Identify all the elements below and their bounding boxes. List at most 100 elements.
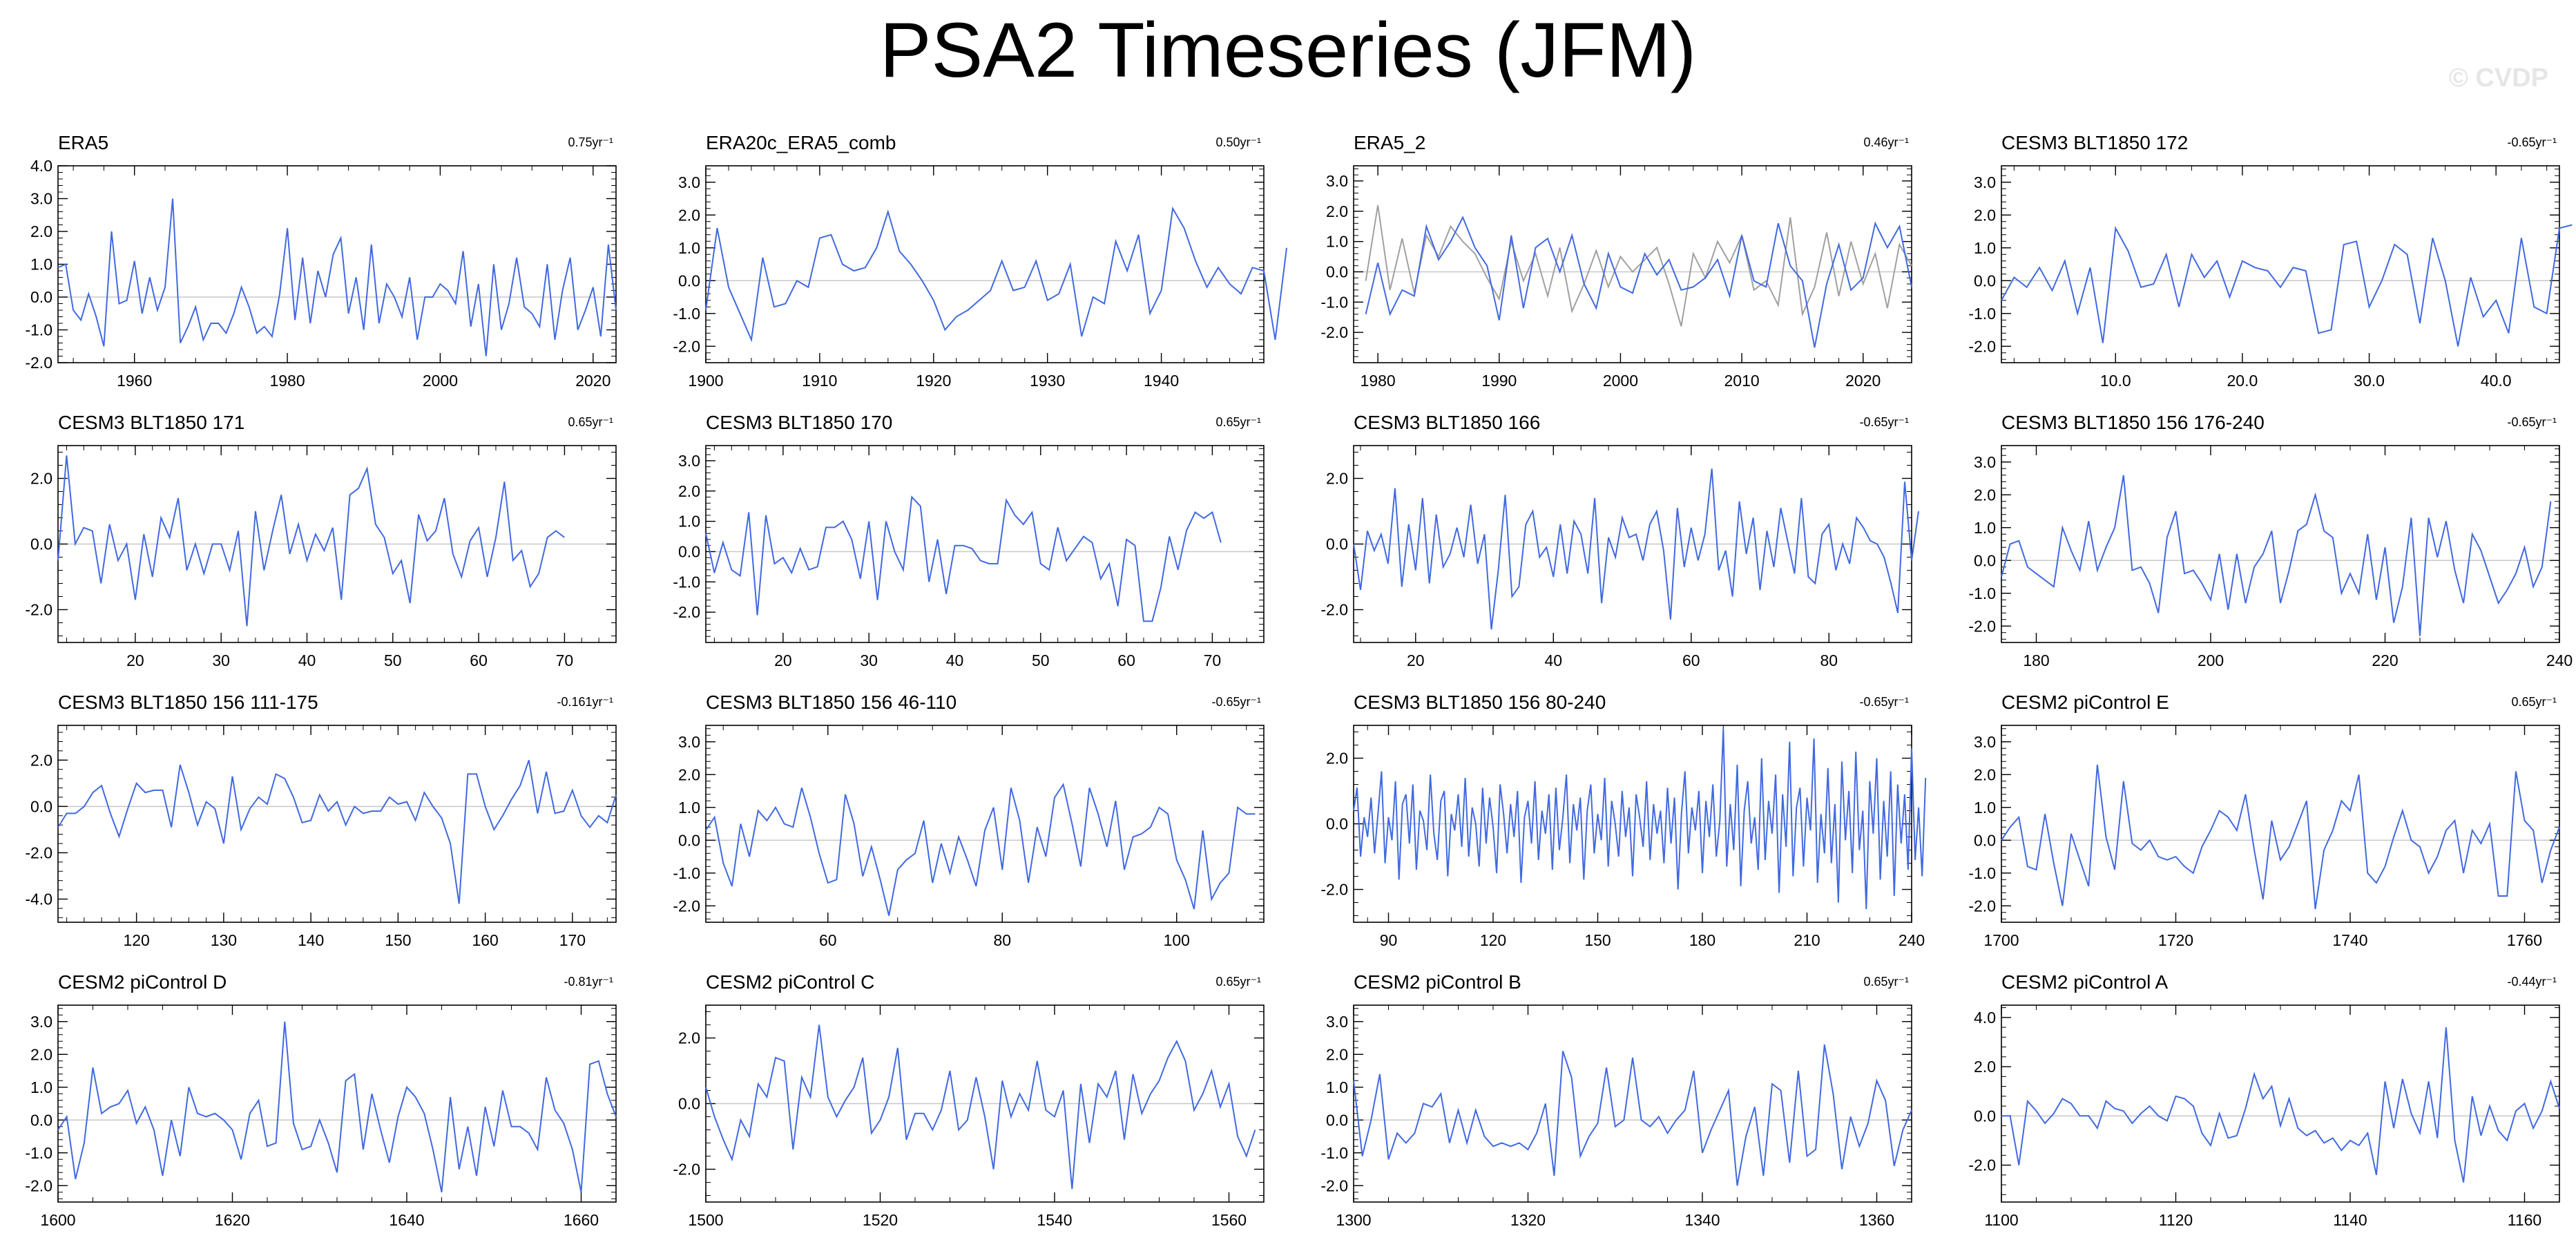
x-tick-label: 2010 (1724, 372, 1760, 390)
trend-label: -0.44yr⁻¹ (2507, 975, 2557, 989)
y-tick-label: 4.0 (30, 157, 52, 175)
trend-label: 0.46yr⁻¹ (1863, 135, 1909, 149)
x-tick-label: 1990 (1481, 372, 1517, 390)
x-tick-label: 1300 (1336, 1211, 1371, 1229)
y-tick-label: 3.0 (678, 733, 700, 751)
y-tick-label: 2.0 (1974, 765, 1996, 783)
x-tick-label: 100 (1164, 931, 1190, 949)
x-tick-label: 1980 (1361, 372, 1396, 390)
x-tick-label: 1910 (802, 372, 837, 390)
reference-series-line (1365, 204, 1912, 327)
chart-panel: CESM3 BLT1850 170 0.65yr⁻¹ -2.0 -1.0 0.0 1.0 2… (673, 412, 1265, 669)
plot-frame (57, 725, 617, 923)
x-tick-label: 80 (993, 931, 1011, 949)
plot-frame (57, 165, 617, 363)
series-line (57, 759, 617, 904)
y-tick-label: -2.0 (1320, 601, 1348, 619)
trend-label: 0.65yr⁻¹ (1215, 415, 1261, 429)
x-tick-label: 40 (946, 651, 964, 669)
y-tick-label: 1.0 (1326, 233, 1348, 251)
chart-panel: CESM3 BLT1850 171 0.65yr⁻¹ -2.0 0.0 2.0 20 30 4… (25, 412, 617, 669)
y-tick-label: 2.0 (30, 470, 52, 488)
x-tick-label: 120 (1480, 931, 1506, 949)
trend-label: 0.75yr⁻¹ (568, 135, 613, 149)
y-tick-label: 1.0 (1326, 1078, 1348, 1096)
x-tick-label: 70 (556, 651, 574, 669)
series-line (1353, 1044, 1912, 1186)
x-tick-label: 1540 (1037, 1211, 1072, 1229)
x-tick-label: 1100 (1984, 1211, 2018, 1229)
x-tick-label: 1560 (1211, 1211, 1247, 1229)
x-tick-label: 2000 (423, 372, 458, 390)
x-tick-label: 220 (2372, 651, 2398, 669)
y-tick-label: -2.0 (1320, 881, 1348, 899)
x-tick-label: 1340 (1684, 1211, 1720, 1229)
y-tick-label: -4.0 (25, 890, 52, 908)
x-tick-label: 1320 (1510, 1211, 1546, 1229)
y-tick-label: 3.0 (1974, 173, 1996, 191)
x-tick-label: 1900 (688, 372, 723, 390)
y-tick-label: 0.0 (678, 271, 700, 289)
x-tick-label: 130 (211, 931, 237, 949)
x-tick-label: 210 (1794, 931, 1820, 949)
y-tick-label: -2.0 (25, 1176, 52, 1194)
trend-label: -0.65yr⁻¹ (2507, 135, 2557, 149)
y-tick-label: -2.0 (673, 1161, 700, 1179)
x-tick-label: 180 (2023, 651, 2049, 669)
chart-panel: CESM3 BLT1850 156 80-240 -0.65yr⁻¹ -2.0 0.0… (1320, 692, 1927, 949)
y-tick-label: -1.0 (25, 321, 52, 339)
x-tick-label: 20.0 (2227, 372, 2258, 390)
chart-panel: CESM3 BLT1850 156 176-240 -0.65yr⁻¹ -2.0 -1… (1968, 412, 2573, 669)
page-title: PSA2 Timeseries (JFM) (879, 7, 1697, 93)
x-tick-label: 60 (819, 931, 837, 949)
x-tick-label: 1620 (215, 1211, 250, 1229)
y-tick-label: 2.0 (1326, 750, 1348, 768)
x-tick-label: 2020 (1845, 372, 1881, 390)
x-tick-label: 170 (559, 931, 586, 949)
x-tick-label: 240 (1899, 931, 1925, 949)
x-tick-label: 1930 (1030, 372, 1065, 390)
y-tick-label: 3.0 (1326, 172, 1348, 190)
trend-label: 0.65yr⁻¹ (1215, 975, 1261, 989)
x-tick-label: 1600 (40, 1211, 75, 1229)
series-line (2001, 224, 2573, 347)
y-tick-label: 0.0 (1326, 815, 1348, 833)
x-tick-label: 1740 (2332, 931, 2367, 949)
x-tick-label: 1960 (117, 372, 152, 390)
x-tick-label: 30.0 (2354, 372, 2385, 390)
plot-frame (705, 165, 1265, 363)
plot-frame (2001, 1004, 2560, 1203)
plot-frame (1353, 165, 1912, 363)
x-tick-label: 240 (2546, 651, 2573, 669)
trend-label: -0.65yr⁻¹ (1211, 695, 1261, 709)
x-tick-label: 40 (298, 651, 316, 669)
x-tick-label: 1700 (1983, 931, 2019, 949)
plot-frame (705, 445, 1265, 643)
y-tick-label: 0.0 (1974, 831, 1996, 849)
y-tick-label: -1.0 (1968, 864, 1996, 882)
panel-title: CESM2 piControl A (2001, 971, 2169, 993)
x-tick-label: 50 (1032, 651, 1050, 669)
y-tick-label: -2.0 (673, 603, 700, 621)
y-tick-label: -2.0 (1320, 1176, 1348, 1194)
y-tick-label: 3.0 (1326, 1013, 1348, 1031)
x-tick-label: 180 (1689, 931, 1715, 949)
series-line (2001, 764, 2560, 910)
y-tick-label: 0.0 (30, 535, 52, 553)
chart-panel: CESM3 BLT1850 166 -0.65yr⁻¹ -2.0 0.0 2.0 20 40… (1320, 412, 1919, 669)
chart-panel: CESM3 BLT1850 172 -0.65yr⁻¹ -2.0 -1.0 0.0 1.0… (1968, 132, 2573, 390)
series-line (1353, 468, 1919, 630)
x-tick-label: 70 (1204, 651, 1222, 669)
x-tick-label: 1980 (269, 372, 305, 390)
y-tick-label: 0.0 (30, 797, 52, 815)
x-tick-label: 1720 (2158, 931, 2193, 949)
x-tick-label: 160 (472, 931, 498, 949)
y-tick-label: -1.0 (673, 573, 700, 591)
x-tick-label: 200 (2198, 651, 2224, 669)
y-tick-label: -2.0 (1968, 897, 1996, 915)
y-tick-label: 2.0 (1974, 1058, 1996, 1076)
panel-title: CESM3 BLT1850 156 176-240 (2001, 412, 2265, 433)
panel-title: CESM2 piControl B (1354, 971, 1521, 993)
plot-frame (2001, 725, 2560, 923)
chart-panel: ERA20c_ERA5_comb 0.50yr⁻¹ -2.0 -1.0 0.0 1.0 2.… (673, 132, 1287, 390)
